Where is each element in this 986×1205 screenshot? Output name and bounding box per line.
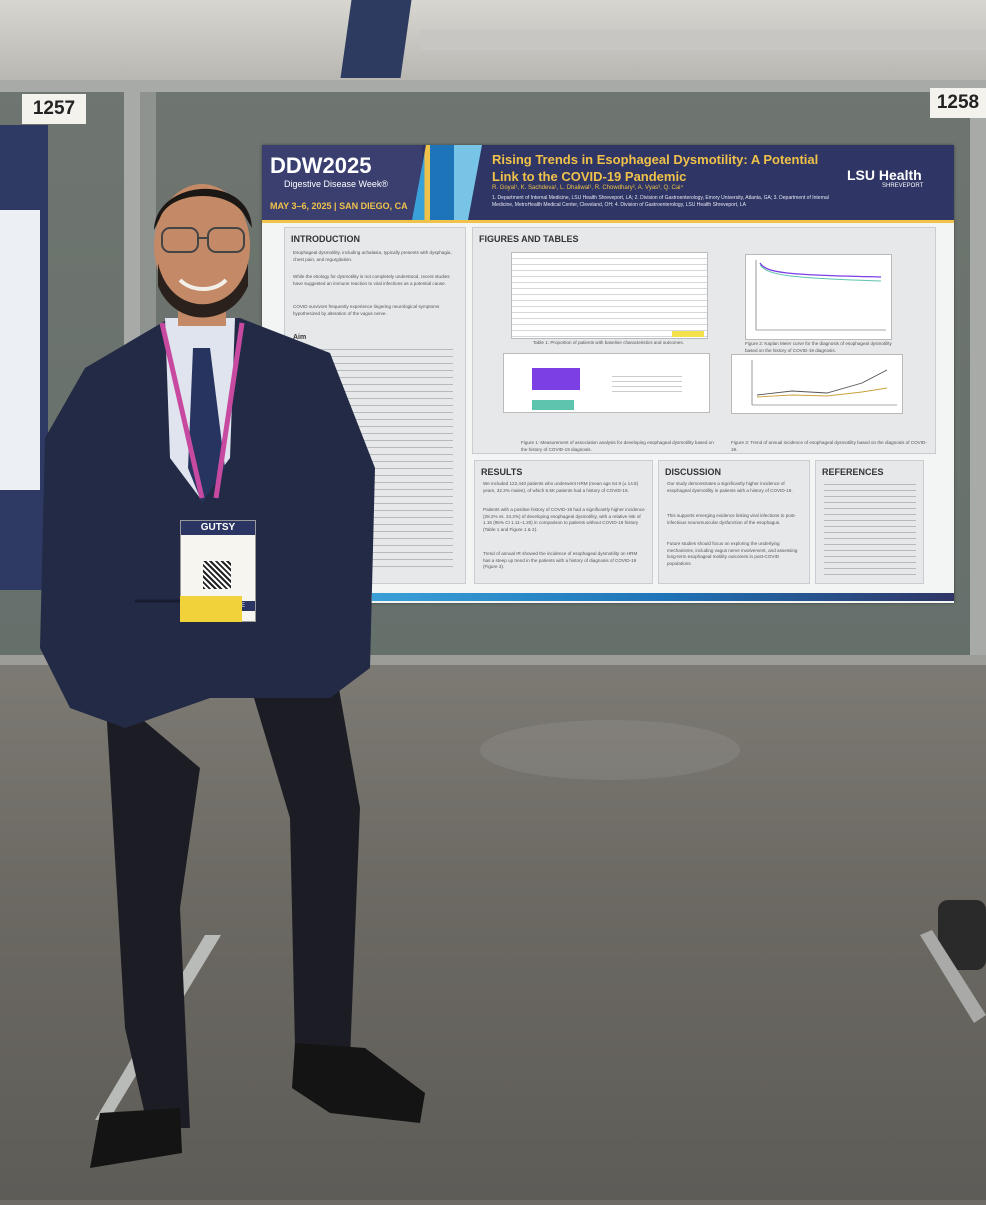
poster-authors: R. Goyal¹, K. Sachdeva¹, L. Dhaliwal¹, R… [492, 185, 684, 191]
figure-1-bar-no-covid [532, 400, 574, 410]
table-1-caption: Table 1: Proportion of patients with bas… [533, 340, 684, 345]
table-1-highlight [672, 331, 704, 337]
figure-2-chart [745, 254, 892, 340]
references-section: REFERENCES [815, 460, 924, 584]
figure-1-caption: Figure 1: Measurement of association ana… [521, 440, 714, 452]
poster-title: Rising Trends in Esophageal Dysmotility:… [492, 152, 819, 184]
aim-heading: Aim [293, 334, 307, 341]
poster-affiliations: 1. Department of Internal Medicine, LSU … [492, 195, 829, 208]
ddw-logo: DDW2025 [270, 153, 372, 178]
neighbor-poster-table [0, 210, 40, 490]
introduction-heading: INTRODUCTION [291, 234, 360, 244]
floor-equipment [920, 895, 986, 1025]
references-heading: REFERENCES [822, 467, 884, 477]
discussion-section: DISCUSSION Our study demonstrates a sign… [658, 460, 810, 584]
booth-number-left: 1257 [22, 94, 86, 124]
presenter-figure [40, 184, 425, 1168]
header-divider [262, 220, 954, 223]
discussion-bullet: This supports emerging evidence linking … [667, 513, 796, 525]
figure-1-stats-box [612, 372, 682, 394]
introduction-bullet: Esophageal dysmotility, including achala… [293, 250, 452, 262]
figures-heading: FIGURES AND TABLES [479, 234, 579, 244]
figure-2-caption: Figure 2: Kaplan Meier curve for the dia… [745, 341, 892, 353]
table-1-rows [512, 253, 707, 338]
introduction-bullet: COVID survivors frequently experience li… [293, 304, 440, 316]
figure-3-chart [731, 354, 903, 414]
lsu-health-logo: LSU Health [847, 167, 922, 183]
ddw-logo-block: DDW2025 Digestive Disease Week® MAY 3–6,… [262, 145, 422, 220]
results-bullet: We included 122,440 patients who underwe… [483, 481, 639, 493]
booth-number-right: 1258 [930, 88, 986, 118]
results-section: RESULTS We included 122,440 patients who… [474, 460, 653, 584]
results-bullet: Patients with a positive history of COVI… [483, 507, 645, 532]
presenter: GUTSY MEMBER TRAINEE [30, 168, 430, 1200]
badge-brand: GUTSY [181, 521, 255, 535]
introduction-bullet: While the etiology for dysmotility is no… [293, 274, 450, 286]
figure-1-chart [503, 353, 710, 413]
badge-ticket [180, 596, 242, 622]
frame-post-right [970, 80, 986, 665]
discussion-bullet: Future studies should focus on exploring… [667, 541, 798, 566]
ddw-logo-subtitle: Digestive Disease Week® [284, 179, 389, 189]
results-heading: RESULTS [481, 467, 523, 477]
discussion-bullet: Our study demonstrates a significantly h… [667, 481, 793, 493]
figure-3-caption: Figure 3: Trend of annual incidence of e… [731, 440, 927, 452]
discussion-heading: DISCUSSION [665, 467, 722, 477]
table-1 [511, 252, 708, 339]
hanging-banner [340, 0, 412, 78]
figure-1-bar-covid [532, 368, 580, 390]
references-list [824, 481, 916, 577]
ceiling-beam [420, 30, 986, 50]
figures-section: FIGURES AND TABLES Table 1: Proportion o… [472, 227, 936, 454]
results-bullet: Trend of annual IR showed the incidence … [483, 551, 638, 569]
badge-qr-code [203, 561, 231, 589]
lsu-health-logo-subtitle: SHREVEPORT [882, 183, 924, 189]
poster-footer-bar [372, 593, 954, 601]
floor-reflection [480, 720, 740, 780]
frame-top-rail [0, 80, 986, 92]
conference-date-location: MAY 3–6, 2025 | SAN DIEGO, CA [270, 201, 408, 211]
